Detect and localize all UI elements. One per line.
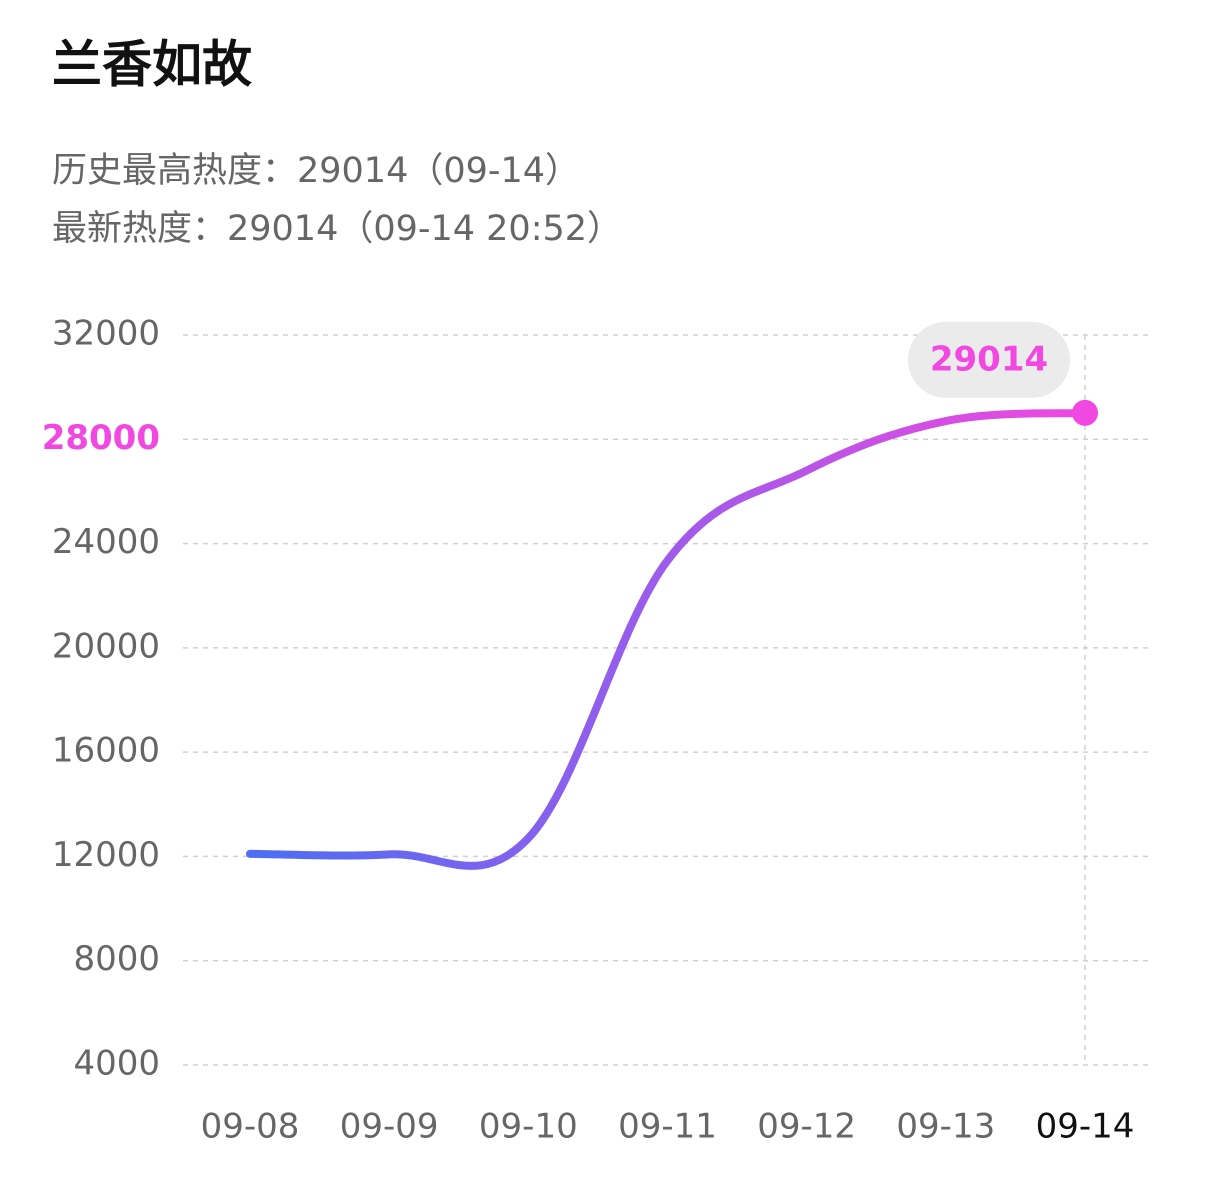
- tooltip-value: 29014: [930, 339, 1048, 379]
- info-line: 最新热度：29014（09-14 20:52）: [52, 209, 622, 249]
- y-tick-label: 32000: [52, 314, 160, 354]
- x-tick-label: 09-13: [896, 1107, 995, 1147]
- tooltip: [908, 321, 1070, 398]
- y-tick-label: 16000: [52, 731, 160, 771]
- x-tick-label: 09-10: [479, 1107, 578, 1147]
- y-tick-label: 20000: [52, 626, 160, 666]
- line: [246, 408, 1089, 870]
- y-tick-label: 28000: [42, 418, 160, 458]
- y-tick-label: 12000: [52, 835, 160, 875]
- y-tick-label: 4000: [73, 1044, 160, 1084]
- y-tick-label: 8000: [73, 939, 160, 979]
- x-tick-label: 09-08: [201, 1107, 300, 1147]
- x-tick-label: 09-09: [340, 1107, 439, 1147]
- y-tick-label: 24000: [52, 522, 160, 562]
- info-line: 历史最高热度：29014（09-14）: [52, 151, 580, 191]
- point: [1072, 399, 1098, 426]
- title: 兰香如故: [52, 36, 252, 94]
- x-tick-label: 09-11: [618, 1107, 717, 1147]
- x-tick-label: 09-14: [1036, 1107, 1135, 1147]
- x-tick-label: 09-12: [757, 1107, 856, 1147]
